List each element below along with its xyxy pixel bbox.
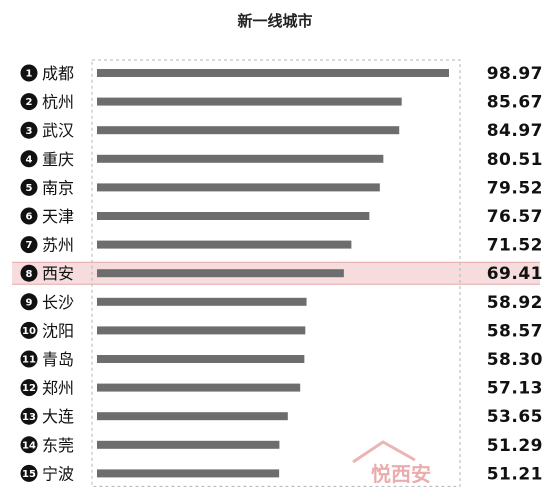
rank-badge: [20, 64, 38, 82]
value-label: 51.29: [487, 436, 543, 456]
value-label: 58.92: [487, 293, 543, 313]
rank-badge: [20, 407, 38, 425]
city-label: 西安: [42, 264, 74, 283]
rank-badge: [20, 207, 38, 225]
chart-title: 新一线城市: [237, 12, 313, 30]
city-label: 苏州: [42, 236, 74, 255]
city-label: 长沙: [42, 293, 74, 312]
city-label: 大连: [42, 407, 74, 426]
rank-badge: [20, 436, 38, 454]
city-label: 成都: [42, 64, 74, 83]
rank-badge: [20, 350, 38, 368]
bar: [97, 69, 449, 77]
bar: [97, 297, 307, 306]
rank-number: 4: [26, 154, 33, 165]
rank-number: 5: [26, 183, 33, 194]
rank-number: 8: [26, 269, 33, 280]
value-label: 80.51: [487, 150, 543, 170]
rank-badge: [20, 464, 38, 482]
value-label: 98.97: [487, 64, 543, 84]
city-label: 沈阳: [42, 321, 74, 340]
bar: [97, 126, 400, 135]
bar: [97, 212, 370, 220]
bar: [97, 97, 402, 106]
rank-number: 12: [22, 383, 36, 394]
rank-number: 9: [26, 297, 33, 308]
bar: [97, 240, 352, 249]
rank-badge: [20, 93, 38, 111]
value-label: 71.52: [487, 236, 543, 256]
city-label: 东莞: [42, 436, 74, 455]
rank-badge: [20, 150, 38, 168]
rank-number: 15: [22, 469, 36, 480]
value-label: 53.65: [487, 407, 543, 427]
rank-number: 2: [26, 97, 33, 108]
value-label: 79.52: [487, 178, 543, 198]
rank-number: 3: [26, 126, 33, 137]
bar-frame: [91, 59, 461, 487]
rank-badge: [20, 264, 38, 282]
rank-number: 10: [22, 326, 36, 337]
value-label: 58.30: [487, 350, 543, 370]
rank-badge: [20, 379, 38, 397]
bar: [97, 469, 280, 478]
rank-number: 1: [26, 69, 33, 80]
value-label: 69.41: [487, 264, 543, 284]
city-label: 宁波: [42, 464, 74, 483]
rank-badge: [20, 178, 38, 196]
bar: [97, 154, 384, 163]
rank-badge: [20, 321, 38, 339]
bar: [97, 183, 380, 192]
bar: [97, 326, 306, 335]
bar: [97, 440, 280, 449]
rank-number: 11: [22, 355, 36, 366]
rank-number: 7: [26, 240, 33, 251]
value-label: 84.97: [487, 121, 543, 141]
value-label: 57.13: [487, 379, 543, 399]
city-label: 郑州: [42, 379, 74, 398]
bar: [97, 355, 305, 363]
rank-badge: [20, 236, 38, 254]
value-label: 58.57: [487, 321, 543, 341]
rank-badge: [20, 121, 38, 139]
value-label: 85.67: [487, 93, 543, 113]
bar: [97, 383, 301, 392]
city-label: 重庆: [42, 150, 74, 169]
city-label: 天津: [42, 207, 74, 226]
bar: [97, 269, 344, 278]
bar: [97, 412, 288, 421]
rank-number: 6: [26, 212, 33, 223]
rank-number: 14: [22, 440, 36, 451]
city-label: 南京: [42, 178, 74, 197]
rank-badge: [20, 293, 38, 311]
city-label: 杭州: [42, 93, 74, 112]
value-label: 51.21: [487, 464, 543, 484]
value-label: 76.57: [487, 207, 543, 227]
rank-number: 13: [22, 412, 36, 423]
city-label: 青岛: [42, 350, 74, 369]
city-label: 武汉: [42, 121, 74, 140]
